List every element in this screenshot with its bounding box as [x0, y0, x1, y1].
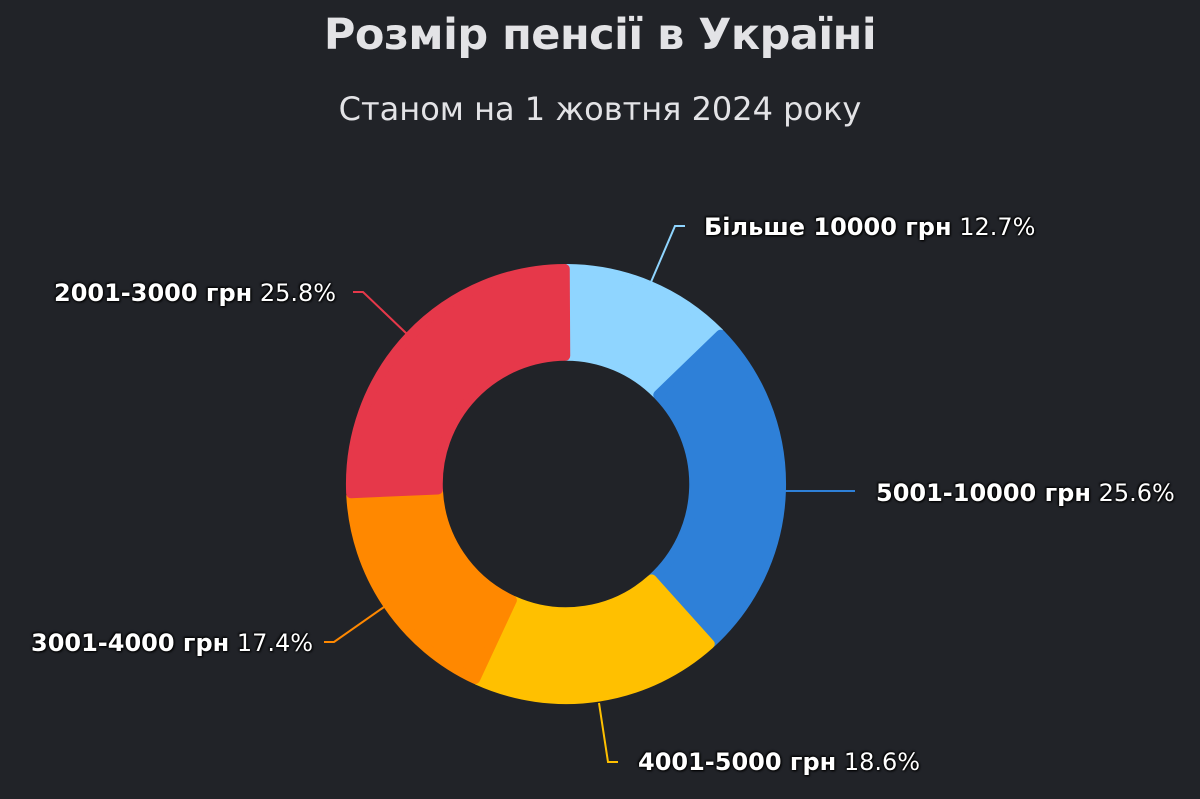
- data-label-slice-3: 3001-4000 грн 17.4%: [31, 629, 313, 657]
- slice-category: 5001-10000 грн: [876, 479, 1091, 507]
- slice-category: 2001-3000 грн: [54, 279, 253, 307]
- leader-line-slice-0: [650, 225, 685, 283]
- data-label-slice-2: 4001-5000 грн 18.6%: [638, 748, 920, 776]
- slice-category: 4001-5000 грн: [638, 748, 837, 776]
- slice-percent: 12.7%: [959, 213, 1036, 241]
- data-label-slice-1: 5001-10000 грн 25.6%: [876, 479, 1175, 507]
- leader-lines: [324, 225, 855, 763]
- leader-line-slice-3: [324, 606, 385, 643]
- data-label-slice-0: Більше 10000 грн 12.7%: [704, 213, 1035, 241]
- leader-line-slice-2: [598, 702, 618, 763]
- donut-slice-2[interactable]: [472, 574, 715, 705]
- slice-category: 3001-4000 грн: [31, 629, 230, 657]
- donut-slice-4[interactable]: [345, 263, 571, 499]
- chart-title: Розмір пенсії в Україні: [323, 10, 877, 60]
- slice-percent: 25.8%: [259, 279, 337, 307]
- slice-percent: 17.4%: [236, 629, 314, 657]
- slice-category: Більше 10000 грн: [704, 213, 952, 241]
- leader-line-slice-4: [353, 291, 408, 335]
- donut-slice-1[interactable]: [647, 329, 787, 648]
- data-label-slice-4: 2001-3000 грн 25.8%: [54, 279, 336, 307]
- chart-subtitle: Станом на 1 жовтня 2024 року: [338, 90, 862, 128]
- donut-slice-3[interactable]: [346, 486, 517, 684]
- donut-slices: [345, 263, 787, 705]
- slice-percent: 18.6%: [843, 748, 921, 776]
- slice-percent: 25.6%: [1098, 479, 1175, 507]
